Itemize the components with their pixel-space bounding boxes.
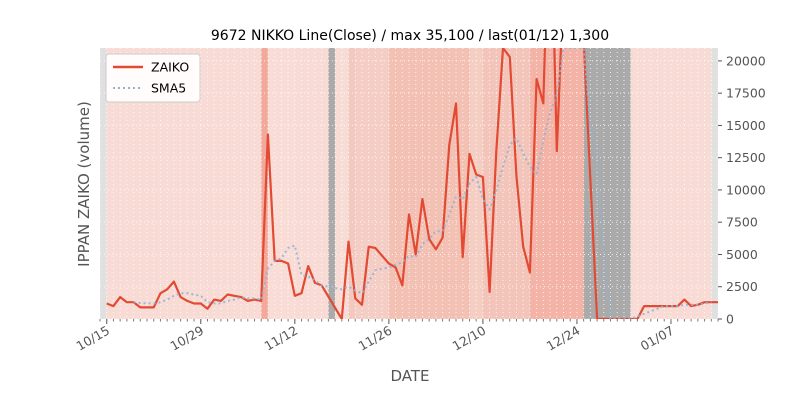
background-band (100, 48, 107, 319)
background-band (469, 48, 483, 319)
y-tick-label: 17500 (726, 86, 766, 101)
x-tick-label: 10/29 (168, 323, 207, 354)
chart-title: 9672 NIKKO Line(Close) / max 35,100 / la… (211, 28, 609, 44)
background-band (711, 48, 718, 319)
y-axis: 0 2500 5000 7500 10000 12500 15000 17500 20000 (718, 53, 766, 327)
background-band (294, 48, 329, 319)
background-band (335, 48, 349, 319)
background-band (348, 48, 356, 319)
y-tick-label: 2500 (726, 279, 758, 294)
series-line-zaiko (106, 48, 718, 319)
series-line-sma5 (133, 48, 712, 319)
legend-label-sma5: SMA5 (151, 81, 186, 96)
y-tick-label: 20000 (726, 53, 766, 68)
x-axis-label: DATE (390, 367, 429, 385)
legend-label-zaiko: ZAIKO (151, 60, 189, 75)
x-tick-label: 10/15 (74, 323, 113, 354)
y-tick-label: 15000 (726, 118, 766, 133)
y-axis-label: IPPAN ZAIKO (volume) (75, 101, 93, 267)
x-axis: 10/15 10/29 11/12 11/26 12/10 12/24 01/07 (74, 319, 719, 354)
x-tick-label: 11/26 (356, 323, 395, 354)
y-tick-label: 7500 (726, 215, 758, 230)
x-tick-label: 12/24 (544, 323, 583, 354)
background-band (355, 48, 389, 319)
y-tick-label: 12500 (726, 150, 766, 165)
y-tick-label: 5000 (726, 247, 758, 262)
background-band (328, 48, 336, 319)
x-tick-label: 12/10 (450, 323, 489, 354)
x-tick-label: 01/07 (638, 323, 677, 354)
y-tick-label: 10000 (726, 182, 766, 197)
x-tick-label: 11/12 (262, 323, 301, 354)
legend: ZAIKO SMA5 (105, 53, 201, 103)
background-band (261, 48, 268, 319)
series-lines (106, 48, 718, 319)
y-tick-label: 0 (726, 312, 734, 327)
